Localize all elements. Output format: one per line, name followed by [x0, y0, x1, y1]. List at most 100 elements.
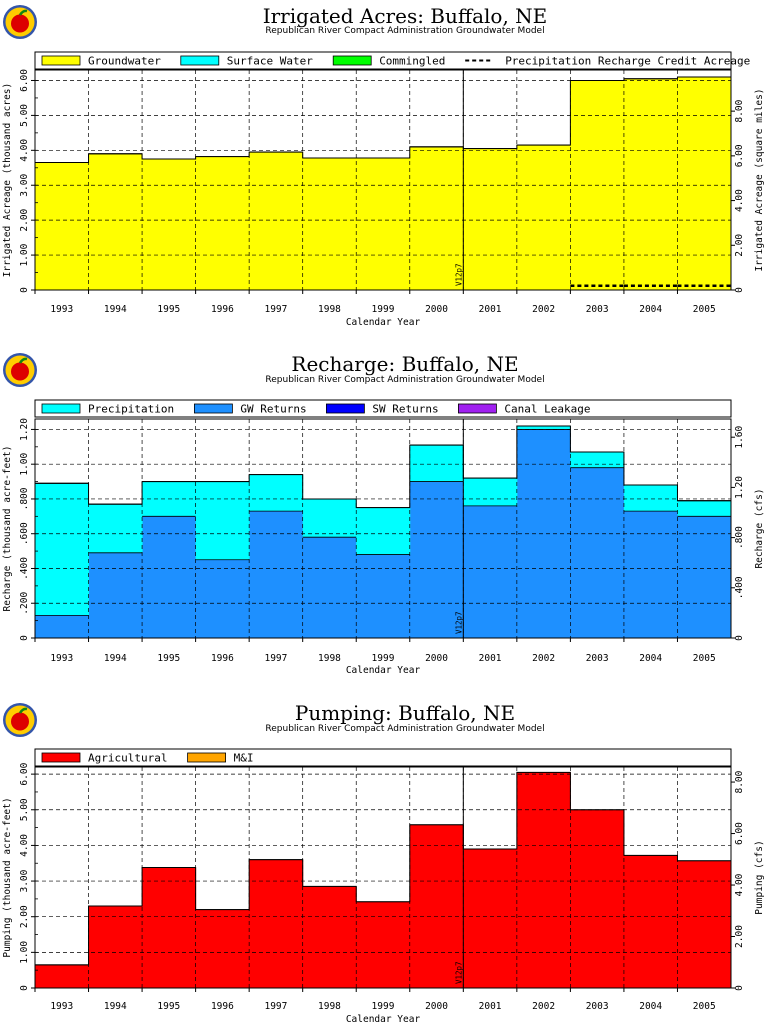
- legend-swatch: [325, 403, 365, 414]
- y2-tick-label: 0: [734, 635, 745, 641]
- legend-swatch: [41, 403, 81, 414]
- bar-agricultural: [195, 909, 250, 988]
- bar-gw-returns: [88, 552, 143, 638]
- bar-groundwater: [35, 162, 90, 290]
- bar-agricultural: [142, 867, 197, 988]
- y2-tick-label: 1.20: [734, 476, 745, 499]
- bar-agricultural: [409, 824, 464, 988]
- bar-agricultural: [677, 860, 732, 988]
- x-tick-label: 2001: [479, 1001, 502, 1012]
- y-tick-label: 6.00: [19, 762, 30, 785]
- x-tick-label: 1994: [104, 304, 127, 315]
- bar-gw-returns: [623, 511, 678, 638]
- y-tick-label: 1.20: [19, 418, 30, 441]
- legend-swatch: [332, 55, 372, 66]
- bar-gw-returns: [195, 559, 250, 638]
- y-axis-label: Recharge (thousand acre-feet): [2, 446, 13, 612]
- y-tick-label: 0: [19, 287, 30, 293]
- y-tick-label: .400: [19, 557, 30, 580]
- y2-tick-label: 6.00: [734, 822, 745, 845]
- bar-precipitation: [516, 425, 571, 430]
- chart-title: Irrigated Acres: Buffalo, NE: [263, 4, 548, 28]
- bar-groundwater: [677, 76, 732, 290]
- chart-title: Recharge: Buffalo, NE: [291, 352, 518, 376]
- bar-precipitation: [88, 504, 143, 553]
- apple-logo-icon: [3, 353, 37, 387]
- legend-swatch: [193, 403, 233, 414]
- y2-tick-label: 6.00: [734, 144, 745, 167]
- legend: Groundwater Surface Water Commingled Precip…: [34, 51, 750, 70]
- legend: Agricultural M&I: [34, 748, 732, 767]
- y-tick-label: 0: [19, 985, 30, 991]
- bar-agricultural: [302, 886, 357, 988]
- version-label: V12p7: [454, 611, 463, 634]
- bar-precipitation: [677, 500, 732, 517]
- x-tick-label: 2002: [532, 653, 555, 664]
- logo-leaf: [18, 9, 28, 16]
- x-tick-label: 2004: [639, 653, 662, 664]
- y2-tick-label: 8.00: [734, 770, 745, 793]
- x-tick-label: 1997: [264, 653, 287, 664]
- apple-logo-icon: [3, 5, 37, 39]
- logo-apple: [11, 712, 29, 731]
- x-tick-label: 1999: [372, 304, 395, 315]
- chart-subtitle: Republican River Compact Administration …: [265, 375, 544, 385]
- x-tick-label: 1993: [50, 304, 73, 315]
- x-tick-label: 1994: [104, 1001, 127, 1012]
- bar-gw-returns: [249, 511, 304, 638]
- x-axis-label: Calendar Year: [346, 317, 421, 328]
- bar-gw-returns: [677, 516, 732, 638]
- bar-agricultural: [35, 964, 90, 988]
- x-tick-label: 1996: [211, 653, 234, 664]
- bar-precipitation: [463, 478, 518, 506]
- bar-precipitation: [195, 481, 250, 560]
- version-label: V12p7: [454, 961, 463, 984]
- y2-tick-label: .800: [734, 526, 745, 549]
- bar-groundwater: [623, 78, 678, 290]
- x-tick-label: 2004: [639, 304, 662, 315]
- bar-gw-returns: [142, 516, 197, 638]
- plot-frame: [34, 69, 732, 291]
- bar-agricultural: [516, 772, 571, 988]
- bar-agricultural: [570, 809, 625, 988]
- legend-swatch: [457, 403, 497, 414]
- x-tick-label: 1993: [50, 653, 73, 664]
- y-tick-label: 1.00: [19, 941, 30, 964]
- y-tick-label: 6.00: [19, 69, 30, 92]
- y-tick-label: .200: [19, 592, 30, 615]
- x-tick-label: 2003: [586, 653, 609, 664]
- x-tick-label: 2003: [586, 1001, 609, 1012]
- legend-label: M&I: [234, 752, 254, 765]
- plot-frame: [34, 766, 732, 989]
- x-tick-label: 2005: [693, 653, 716, 664]
- legend-label: Groundwater: [88, 55, 161, 68]
- y-tick-label: .800: [19, 487, 30, 510]
- y2-axis-label: Irrigated Acreage (square miles): [754, 88, 765, 271]
- x-tick-label: 1997: [264, 1001, 287, 1012]
- bar-gw-returns: [570, 467, 625, 638]
- y-tick-label: 5.00: [19, 104, 30, 127]
- x-tick-label: 1995: [157, 1001, 180, 1012]
- x-axis-label: Calendar Year: [346, 665, 421, 676]
- y2-tick-label: .400: [734, 576, 745, 599]
- legend-label: Precipitation: [88, 403, 174, 416]
- apple-logo-icon: [3, 703, 37, 737]
- legend-swatch: [187, 752, 227, 763]
- y-tick-label: .600: [19, 522, 30, 545]
- y-axis-label: Irrigated Acreage (thousand acres): [2, 83, 13, 277]
- x-tick-label: 2000: [425, 1001, 448, 1012]
- x-tick-label: 1993: [50, 1001, 73, 1012]
- chart-title: Pumping: Buffalo, NE: [295, 701, 515, 725]
- x-tick-label: 1998: [318, 653, 341, 664]
- y2-tick-label: 8.00: [734, 99, 745, 122]
- legend-label: SW Returns: [372, 403, 438, 416]
- logo-apple: [11, 362, 29, 381]
- x-tick-label: 1995: [157, 653, 180, 664]
- bar-agricultural: [88, 906, 143, 988]
- x-tick-label: 2000: [425, 653, 448, 664]
- bar-agricultural: [249, 859, 304, 988]
- legend-label: Agricultural: [88, 752, 167, 765]
- bar-groundwater: [249, 152, 304, 290]
